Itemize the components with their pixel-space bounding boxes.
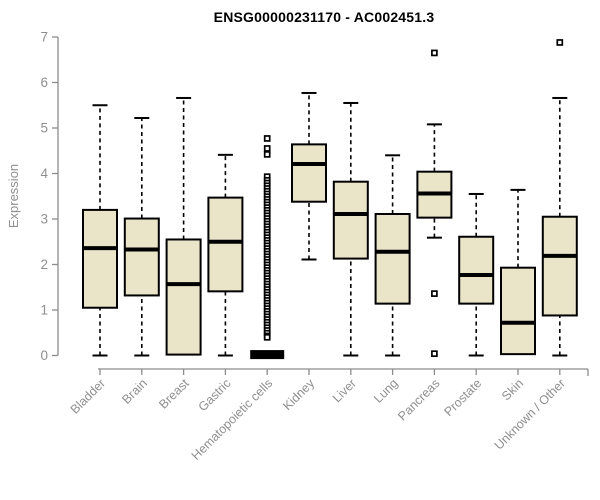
x-category-label: Prostate [441,376,484,419]
outlier-point [556,39,564,46]
y-tick-label: 2 [40,257,48,272]
outlier-point [431,350,438,358]
box-Skin [500,266,536,356]
x-category-label: Skin [499,376,526,403]
box-Bladder [82,208,118,309]
box-Gastric [207,196,244,293]
outlier-point [263,145,271,152]
box-Lung [374,212,411,305]
x-category-label: Kidney [280,376,317,413]
x-category-label: Breast [156,376,192,412]
box-Breast [165,238,202,356]
x-category-label: Unknown / Other [492,376,568,452]
x-category-label: Brain [119,376,150,407]
outlier-point [263,135,271,142]
y-tick-label: 4 [40,166,48,181]
outlier-point [263,333,271,341]
x-category-label: Hematopoietic cells [189,376,276,463]
x-category-label: Bladder [68,376,108,416]
y-tick-label: 3 [40,212,48,227]
y-tick-label: 1 [40,303,48,318]
outlier-point [431,49,438,57]
y-tick-label: 6 [40,75,48,90]
y-tick-label: 5 [40,121,48,136]
x-category-label: Gastric [196,376,234,414]
box-Prostate [458,235,495,305]
box-Unknown / Other [541,215,578,317]
box-Brain [123,217,160,297]
y-tick-label: 7 [40,30,48,45]
y-tick-label: 0 [40,348,48,363]
box-Liver [332,180,369,260]
x-category-label: Lung [371,376,401,406]
chart-title: ENSG00000231170 - AC002451.3 [213,9,435,25]
outlier-point [263,151,271,158]
collapsed-box-Hematopoietic cells [250,350,285,360]
x-category-label: Liver [330,376,359,405]
box-Kidney [291,143,327,203]
x-category-label: Pancreas [395,376,442,423]
outlier-point [431,290,438,297]
